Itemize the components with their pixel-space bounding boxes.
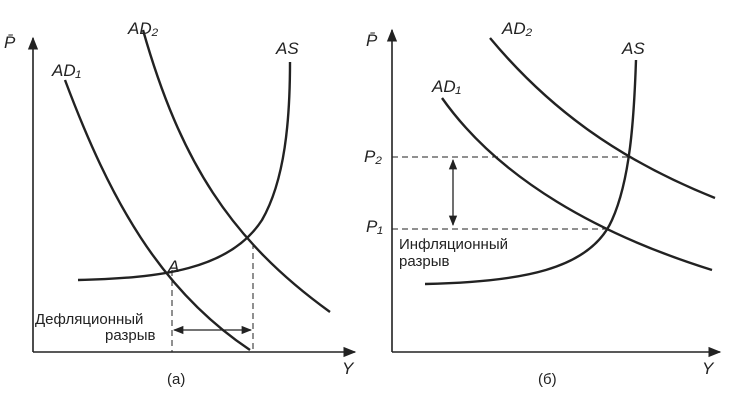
gap-label: разрыв xyxy=(105,327,156,344)
ad1-curve xyxy=(63,79,251,351)
curve-label: AD₂ xyxy=(501,19,533,38)
p1-label: P₁ xyxy=(366,217,383,236)
point-label: A xyxy=(167,257,179,276)
gap-label: Дефляционный xyxy=(35,311,143,328)
panel-b: P̄ Y AD₁ AD₂ AS P₂ P₁ Инфляционный разры… xyxy=(364,19,722,388)
curve-label: AD₁ xyxy=(431,77,461,96)
curve-label: AS xyxy=(621,39,645,58)
x-axis-label: Y xyxy=(342,359,355,378)
y-axis-label: P̄ xyxy=(366,31,378,50)
y-axis-label: P̄ xyxy=(4,33,16,52)
as-curve xyxy=(77,61,292,282)
ad1-curve xyxy=(441,97,713,272)
ad2-curve xyxy=(141,29,331,313)
p2-label: P₂ xyxy=(364,147,382,166)
curve-label: AD₁ xyxy=(51,61,81,80)
gap-label: Инфляционный xyxy=(399,236,508,253)
caption: (а) xyxy=(167,371,185,388)
panel-a: P̄ Y AD₁ AD₂ AS A Дефляционный разрыв (а… xyxy=(4,19,357,388)
ad2-curve xyxy=(489,37,716,200)
caption: (б) xyxy=(538,371,557,388)
as-curve xyxy=(424,59,638,286)
x-axis-label: Y xyxy=(702,359,715,378)
curve-label: AD₂ xyxy=(127,19,159,38)
gap-label: разрыв xyxy=(399,253,450,270)
curve-label: AS xyxy=(275,39,299,58)
